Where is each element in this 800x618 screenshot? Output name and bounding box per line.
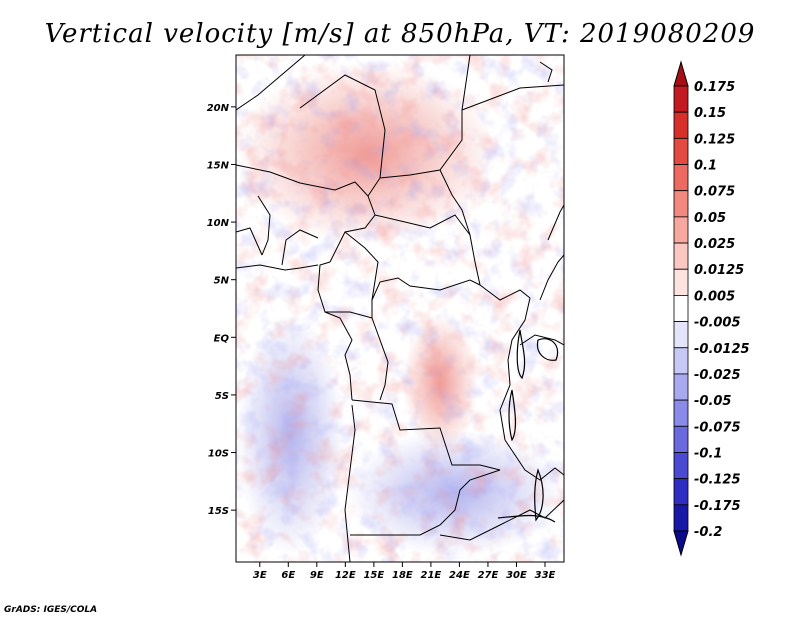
colorbar-label: -0.0125 bbox=[694, 342, 750, 357]
y-tick-label: 5S bbox=[215, 391, 229, 402]
plot-frame bbox=[235, 54, 565, 563]
colorbar-label: 0.05 bbox=[694, 211, 726, 226]
colorbar: 0.175 0.15 0.125 0.1 0.075 0.05 0.025 0.0125 0.0… bbox=[673, 60, 750, 557]
colorbar-label: -0.075 bbox=[694, 420, 741, 435]
colorbar-swatch bbox=[673, 425, 689, 453]
colorbar-swatch bbox=[673, 373, 689, 401]
colorbar-swatch bbox=[673, 137, 689, 165]
colorbar-label: -0.175 bbox=[694, 499, 741, 514]
colorbar-swatch bbox=[673, 164, 689, 192]
colorbar-swatch bbox=[673, 242, 689, 270]
colorbar-swatch bbox=[673, 321, 689, 349]
colorbar-swatch bbox=[673, 190, 689, 218]
colorbar-label: 0.025 bbox=[694, 237, 735, 252]
x-tick-label: 27E bbox=[478, 570, 499, 581]
y-tick-label: 15N bbox=[207, 160, 230, 171]
colorbar-label: 0.125 bbox=[694, 132, 735, 147]
x-tick-label: 24E bbox=[449, 570, 470, 581]
lakes bbox=[497, 329, 559, 523]
colorbar-label: 0.075 bbox=[694, 185, 735, 200]
colorbar-label: 0.1 bbox=[694, 159, 717, 174]
x-tick-label: 6E bbox=[281, 570, 295, 581]
colorbar-label: 0.0125 bbox=[694, 263, 744, 278]
y-tick-label: 10S bbox=[208, 449, 229, 460]
y-axis: 20N 15N 10N 5N EQ 5S 10S 15S bbox=[207, 103, 236, 517]
plot-area bbox=[236, 55, 564, 562]
colorbar-swatch bbox=[673, 295, 689, 322]
y-tick-label: 20N bbox=[207, 103, 230, 114]
colorbar-swatch bbox=[673, 111, 689, 139]
y-tick-label: 10N bbox=[207, 218, 230, 229]
colorbar-swatch bbox=[673, 347, 689, 375]
colorbar-label: -0.125 bbox=[694, 473, 741, 488]
colorbar-label: 0.175 bbox=[694, 80, 735, 95]
chart-title: Vertical velocity [m/s] at 850hPa, VT: 2… bbox=[45, 19, 756, 49]
colorbar-swatch bbox=[673, 85, 689, 113]
colorbar-swatch bbox=[673, 452, 689, 480]
x-tick-label: 9E bbox=[310, 570, 324, 581]
colorbar-top-arrow bbox=[673, 60, 689, 87]
colorbar-label: 0.005 bbox=[694, 289, 735, 304]
x-tick-label: 18E bbox=[392, 570, 413, 581]
colorbar-label: -0.2 bbox=[694, 525, 722, 540]
colorbar-label: 0.15 bbox=[694, 106, 726, 121]
colorbar-swatch bbox=[673, 399, 689, 427]
colorbar-swatch bbox=[673, 478, 689, 506]
x-tick-label: 3E bbox=[253, 570, 267, 581]
x-axis: 3E 6E 9E 12E 15E 18E 21E 24E 27E 30E 33E bbox=[253, 562, 556, 581]
colorbar-label: -0.1 bbox=[694, 446, 722, 461]
colorbar-swatch bbox=[673, 216, 689, 244]
colorbar-label: -0.025 bbox=[694, 368, 741, 383]
x-tick-label: 12E bbox=[335, 570, 356, 581]
colorbar-swatch bbox=[673, 504, 689, 532]
y-tick-label: 5N bbox=[214, 276, 230, 287]
x-tick-label: 21E bbox=[421, 570, 442, 581]
colorbar-swatch bbox=[673, 268, 689, 296]
colorbar-label: -0.05 bbox=[694, 394, 731, 409]
y-tick-label: 15S bbox=[208, 506, 229, 517]
colorbar-label: -0.005 bbox=[694, 316, 741, 331]
x-tick-label: 15E bbox=[363, 570, 384, 581]
x-tick-label: 33E bbox=[535, 570, 556, 581]
grads-credit: GrADS: IGES/COLA bbox=[4, 605, 97, 615]
x-tick-label: 30E bbox=[506, 570, 527, 581]
y-tick-label: EQ bbox=[214, 333, 230, 344]
country-borders bbox=[236, 55, 564, 562]
colorbar-bottom-arrow bbox=[673, 530, 689, 557]
